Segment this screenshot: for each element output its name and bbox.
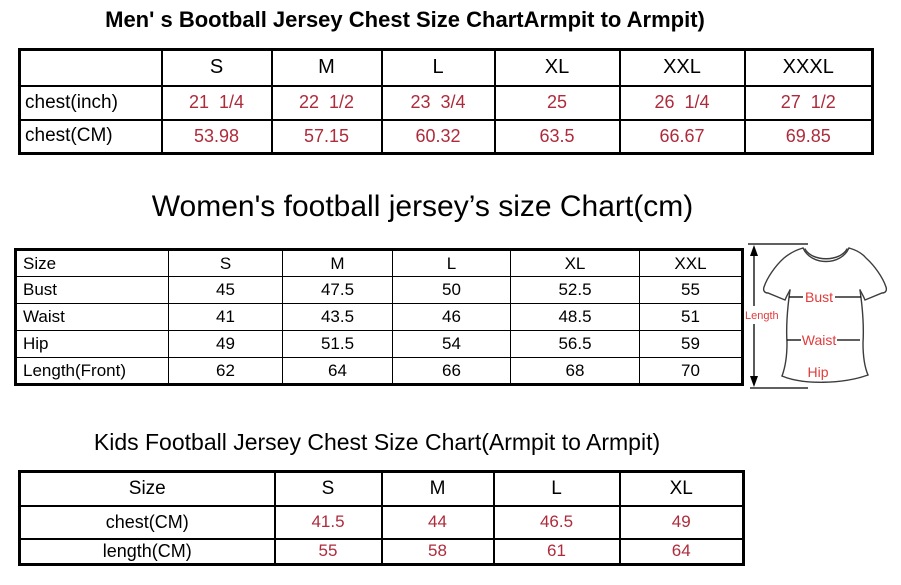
womens-size-table: Size S M L XL XXL Bust 45 47.5 50 52.5 55 Waist 41 43… — [14, 248, 744, 386]
table-row: chest(inch) 21 1/4 22 1/2 23 3/4 25 26 1/4 27 … — [18, 84, 874, 121]
size-value: 56.5 — [510, 330, 640, 358]
bust-label: Bust — [805, 289, 833, 305]
size-value: 70 — [639, 357, 743, 385]
column-header: XXL — [618, 48, 746, 87]
row-label: chest(CM) — [18, 504, 276, 540]
size-value: 26 1/4 — [618, 84, 746, 121]
kids-size-table: Size S M L XL chest(CM) 41.5 44 46.5 49 length(CM… — [18, 470, 745, 566]
tshirt-outline-icon — [762, 247, 888, 383]
header-row: Size S M L XL — [18, 470, 745, 507]
size-value: 51 — [639, 303, 743, 331]
column-header: S — [160, 48, 273, 87]
size-value: 43.5 — [282, 303, 393, 331]
size-value: 23 3/4 — [380, 84, 496, 121]
waist-label: Waist — [802, 332, 837, 348]
size-value: 64 — [618, 537, 745, 566]
column-header: XXL — [639, 249, 743, 277]
column-header: L — [392, 249, 511, 277]
womens-chart-title: Women's football jersey’s size Chart(cm) — [151, 190, 694, 223]
row-label: Bust — [15, 276, 169, 304]
size-value: 54 — [392, 330, 511, 358]
size-value: 41.5 — [273, 504, 383, 540]
size-value: 55 — [639, 276, 743, 304]
size-value: 61 — [492, 537, 621, 566]
column-header: M — [282, 249, 393, 277]
size-value: 59 — [639, 330, 743, 358]
table-row: Length(Front) 62 64 66 68 70 — [15, 357, 743, 385]
size-value: 22 1/2 — [270, 84, 383, 121]
column-header: XL — [493, 48, 621, 87]
hip-label: Hip — [807, 364, 828, 380]
size-value: 62 — [168, 357, 283, 385]
column-header: Size — [15, 249, 169, 277]
size-value: 66.67 — [618, 118, 746, 155]
column-header: M — [270, 48, 383, 87]
size-value: 41 — [168, 303, 283, 331]
row-label: Waist — [15, 303, 169, 331]
table-row: Hip 49 51.5 54 56.5 59 — [15, 330, 743, 358]
size-value: 69.85 — [743, 118, 874, 155]
size-value: 44 — [380, 504, 495, 540]
size-value: 49 — [168, 330, 283, 358]
table-row: Bust 45 47.5 50 52.5 55 — [15, 276, 743, 304]
size-value: 66 — [392, 357, 511, 385]
size-value: 60.32 — [380, 118, 496, 155]
column-header — [18, 48, 163, 87]
table-row: chest(CM) 53.98 57.15 60.32 63.5 66.67 69.85 — [18, 118, 874, 155]
row-label: length(CM) — [18, 537, 276, 566]
mens-chart-title: Men' s Bootball Jersey Chest Size ChartA… — [105, 7, 705, 32]
column-header: L — [492, 470, 621, 507]
column-header: L — [380, 48, 496, 87]
table-row: length(CM) 55 58 61 64 — [18, 537, 745, 566]
column-header: XL — [618, 470, 745, 507]
size-value: 63.5 — [493, 118, 621, 155]
column-header: S — [168, 249, 283, 277]
size-value: 48.5 — [510, 303, 640, 331]
row-label: Length(Front) — [15, 357, 169, 385]
length-label: Length — [745, 310, 779, 322]
size-value: 25 — [493, 84, 621, 121]
size-value: 46 — [392, 303, 511, 331]
size-value: 50 — [392, 276, 511, 304]
size-value: 55 — [273, 537, 383, 566]
size-value: 64 — [282, 357, 393, 385]
size-value: 47.5 — [282, 276, 393, 304]
size-value: 51.5 — [282, 330, 393, 358]
size-value: 52.5 — [510, 276, 640, 304]
size-value: 57.15 — [270, 118, 383, 155]
size-value: 21 1/4 — [160, 84, 273, 121]
header-row: Size S M L XL XXL — [15, 249, 743, 277]
mens-size-table: S M L XL XXL XXXL chest(inch) 21 1/4 22 1/2 23 3… — [18, 48, 874, 155]
table-row: chest(CM) 41.5 44 46.5 49 — [18, 504, 745, 540]
column-header: M — [380, 470, 495, 507]
column-header: Size — [18, 470, 276, 507]
column-header: XXXL — [743, 48, 874, 87]
size-value: 49 — [618, 504, 745, 540]
size-value: 53.98 — [160, 118, 273, 155]
kids-chart-title: Kids Football Jersey Chest Size Chart(Ar… — [93, 429, 661, 455]
column-header: XL — [510, 249, 640, 277]
tshirt-measurement-diagram: Bust Waist Hip Length — [745, 243, 888, 389]
row-label: chest(CM) — [18, 118, 163, 155]
header-row: S M L XL XXL XXXL — [18, 48, 874, 87]
size-value: 68 — [510, 357, 640, 385]
column-header: S — [273, 470, 383, 507]
size-value: 58 — [380, 537, 495, 566]
table-row: Waist 41 43.5 46 48.5 51 — [15, 303, 743, 331]
size-value: 46.5 — [492, 504, 621, 540]
row-label: chest(inch) — [18, 84, 163, 121]
row-label: Hip — [15, 330, 169, 358]
size-value: 27 1/2 — [743, 84, 874, 121]
length-arrow — [750, 245, 758, 387]
size-value: 45 — [168, 276, 283, 304]
